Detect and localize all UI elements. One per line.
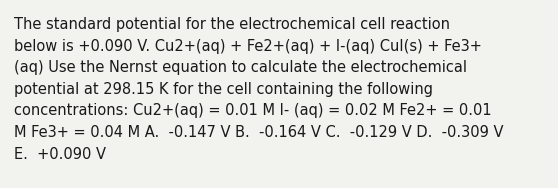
Text: The standard potential for the electrochemical cell reaction
below is +0.090 V. : The standard potential for the electroch… [14,17,503,162]
